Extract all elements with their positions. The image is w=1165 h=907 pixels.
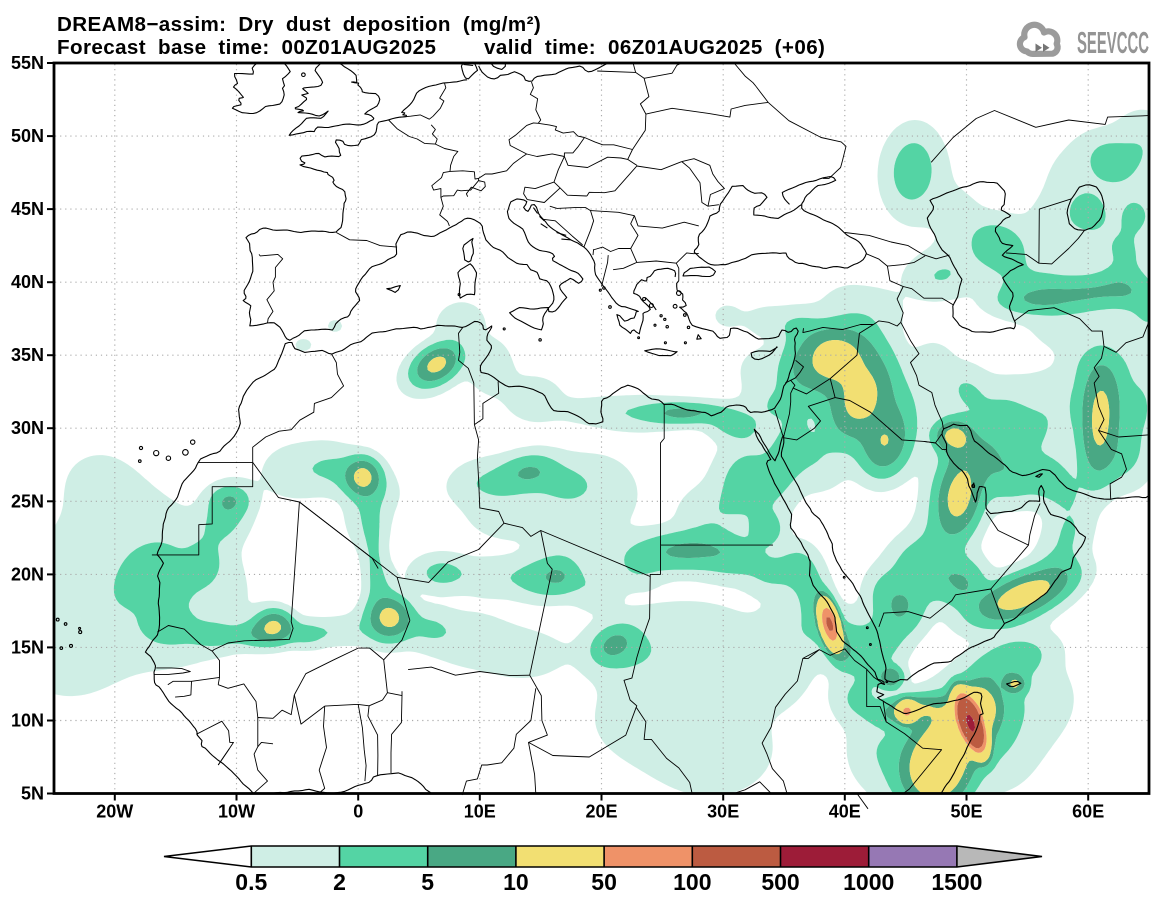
svg-text:5N: 5N xyxy=(21,784,44,804)
svg-text:40N: 40N xyxy=(11,272,44,292)
svg-text:10N: 10N xyxy=(11,711,44,731)
svg-text:10: 10 xyxy=(503,869,529,895)
svg-text:SEEVCCC: SEEVCCC xyxy=(1077,26,1149,60)
svg-text:60E: 60E xyxy=(1072,802,1104,822)
svg-text:Forecast base time: 00Z01AUG20: Forecast base time: 00Z01AUG2025 valid t… xyxy=(57,36,825,59)
svg-text:25N: 25N xyxy=(11,491,44,511)
svg-text:10E: 10E xyxy=(464,802,496,822)
svg-text:35N: 35N xyxy=(11,345,44,365)
svg-text:15N: 15N xyxy=(11,637,44,657)
svg-text:55N: 55N xyxy=(11,53,44,73)
svg-text:45N: 45N xyxy=(11,199,44,219)
svg-text:30E: 30E xyxy=(707,802,739,822)
svg-text:500: 500 xyxy=(761,869,799,895)
svg-text:0.5: 0.5 xyxy=(235,869,267,895)
svg-text:30N: 30N xyxy=(11,418,44,438)
svg-text:1500: 1500 xyxy=(931,869,982,895)
svg-text:50N: 50N xyxy=(11,126,44,146)
svg-text:2: 2 xyxy=(333,869,346,895)
svg-text:1000: 1000 xyxy=(843,869,894,895)
svg-text:40E: 40E xyxy=(829,802,861,822)
svg-text:0: 0 xyxy=(353,802,363,822)
svg-text:100: 100 xyxy=(673,869,711,895)
svg-text:20N: 20N xyxy=(11,564,44,584)
svg-text:DREAM8−assim: Dry dust deposit: DREAM8−assim: Dry dust deposition (mg/m²… xyxy=(57,13,541,36)
svg-text:20E: 20E xyxy=(585,802,617,822)
svg-text:5: 5 xyxy=(421,869,434,895)
svg-text:50: 50 xyxy=(591,869,617,895)
svg-text:10W: 10W xyxy=(218,802,255,822)
svg-text:20W: 20W xyxy=(96,802,133,822)
svg-text:50E: 50E xyxy=(950,802,982,822)
